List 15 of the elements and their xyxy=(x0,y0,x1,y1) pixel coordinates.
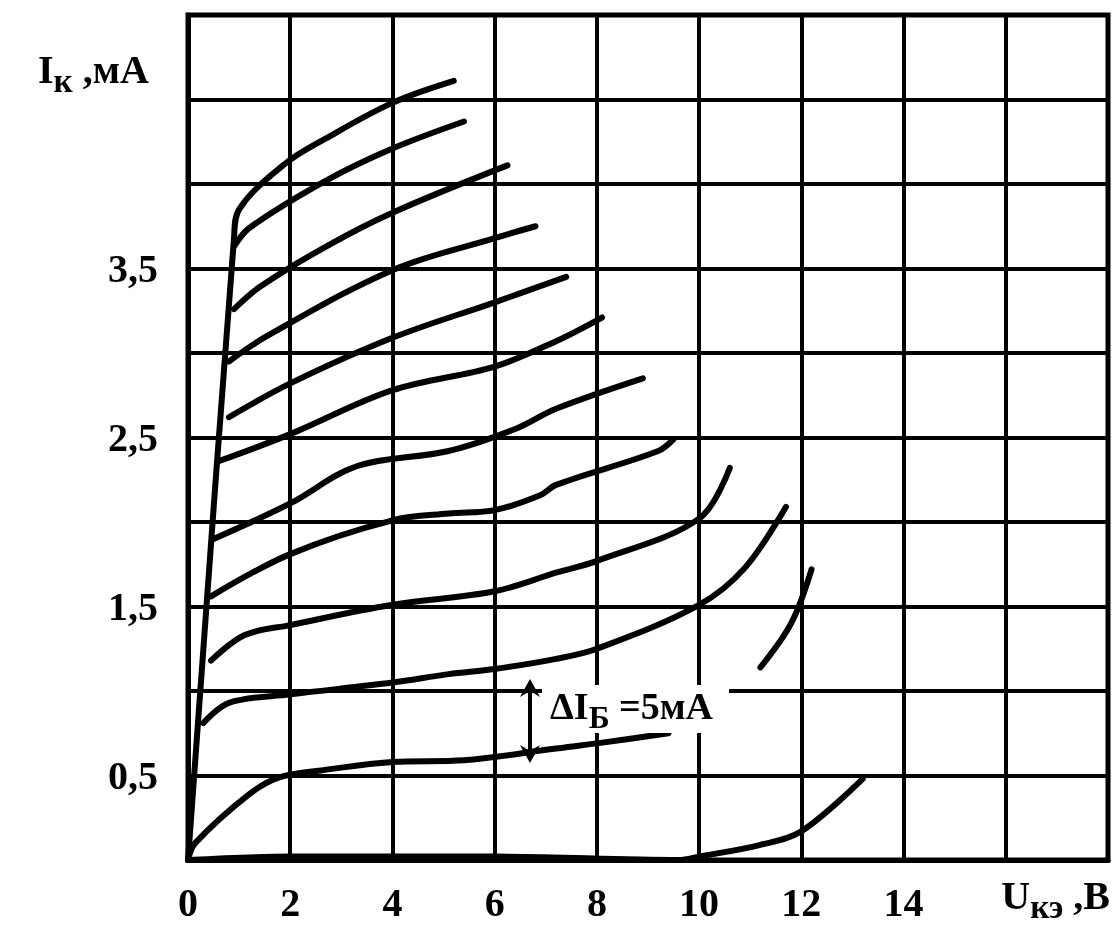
y-tick-label: 2,5 xyxy=(108,415,158,460)
y-tick-label: 3,5 xyxy=(108,246,158,291)
x-tick-label: 8 xyxy=(586,879,607,925)
y-axis-title: I$_{к}$ ,мА xyxy=(38,47,149,99)
y-tick-label: 0,5 xyxy=(108,753,158,798)
x-tick-label: 4 xyxy=(382,879,403,925)
x-tick-label: 0 xyxy=(178,879,198,925)
x-tick-label: 12 xyxy=(781,879,822,925)
x-tick-label: 6 xyxy=(484,879,505,925)
x-axis-title: U$_{кэ}$ ,В xyxy=(1001,873,1110,925)
x-tick-label: 14 xyxy=(883,879,924,925)
annotation: ΔI$_{Б}$ =5мА xyxy=(542,685,730,735)
x-tick-label: 2 xyxy=(280,879,301,925)
x-tick-label: 10 xyxy=(679,879,720,925)
y-tick-label: 1,5 xyxy=(108,584,158,629)
